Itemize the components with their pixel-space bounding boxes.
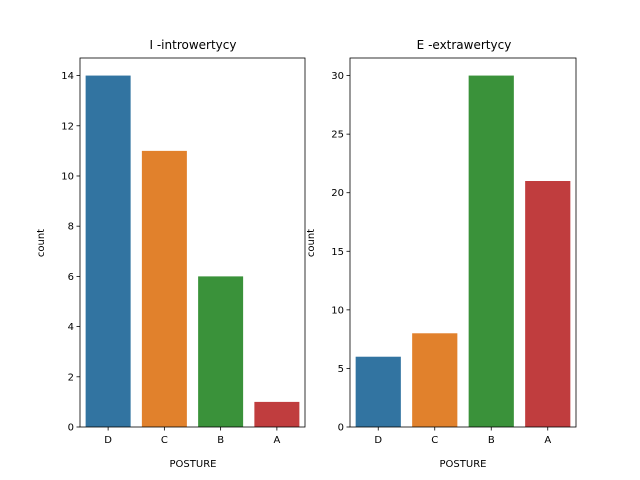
- y-tick-label: 10: [331, 305, 344, 316]
- x-tick-label: A: [544, 435, 551, 446]
- bar-A: [525, 181, 571, 427]
- x-tick-label: B: [488, 435, 495, 446]
- x-axis-label: POSTURE: [170, 459, 217, 470]
- y-tick-label: 10: [61, 171, 74, 182]
- y-tick-label: 30: [331, 71, 344, 82]
- axes-frame: [79, 57, 306, 428]
- y-tick-label: 8: [68, 222, 74, 233]
- chart-extroverts: E -extrawertycy 0 5 10 15 20 25 30 D C B A POSTUR…: [306, 38, 577, 470]
- y-tick-label: 4: [68, 322, 74, 333]
- x-tick-label: A: [273, 435, 280, 446]
- y-tick-label: 0: [338, 423, 344, 434]
- x-tick-label: C: [431, 435, 438, 446]
- y-axis-ticks: 0 2 4 6 8 10 12 14: [61, 71, 80, 434]
- x-tick-label: D: [374, 435, 382, 446]
- y-axis-label: count: [306, 229, 317, 257]
- bar-C: [412, 333, 458, 427]
- y-tick-label: 12: [61, 121, 74, 132]
- bar-A: [254, 401, 300, 427]
- x-axis-label: POSTURE: [440, 459, 487, 470]
- y-tick-label: 6: [68, 272, 74, 283]
- bar-B: [468, 75, 514, 428]
- bars: [85, 75, 300, 428]
- y-tick-label: 20: [331, 188, 344, 199]
- y-tick-label: 5: [338, 364, 344, 375]
- chart-title: E -extrawertycy: [417, 38, 512, 52]
- y-tick-label: 15: [331, 247, 344, 258]
- bar-C: [141, 150, 187, 427]
- bar-B: [198, 276, 244, 427]
- x-tick-label: C: [161, 435, 168, 446]
- bar-D: [85, 75, 131, 428]
- x-tick-label: D: [104, 435, 112, 446]
- y-tick-label: 0: [68, 423, 74, 434]
- y-tick-label: 25: [331, 130, 344, 141]
- y-tick-label: 14: [61, 71, 74, 82]
- y-axis-ticks: 0 5 10 15 20 25 30: [331, 71, 350, 434]
- chart-title: I -introwertycy: [150, 38, 237, 52]
- bar-D: [355, 356, 401, 427]
- y-axis-label: count: [36, 229, 47, 257]
- bars: [355, 75, 571, 428]
- y-tick-label: 2: [68, 372, 74, 383]
- x-tick-label: B: [217, 435, 224, 446]
- axes-frame: [349, 57, 577, 428]
- chart-introverts: I -introwertycy 0 2 4 6 8 10 12 14 D C B A POSTURE…: [36, 38, 306, 470]
